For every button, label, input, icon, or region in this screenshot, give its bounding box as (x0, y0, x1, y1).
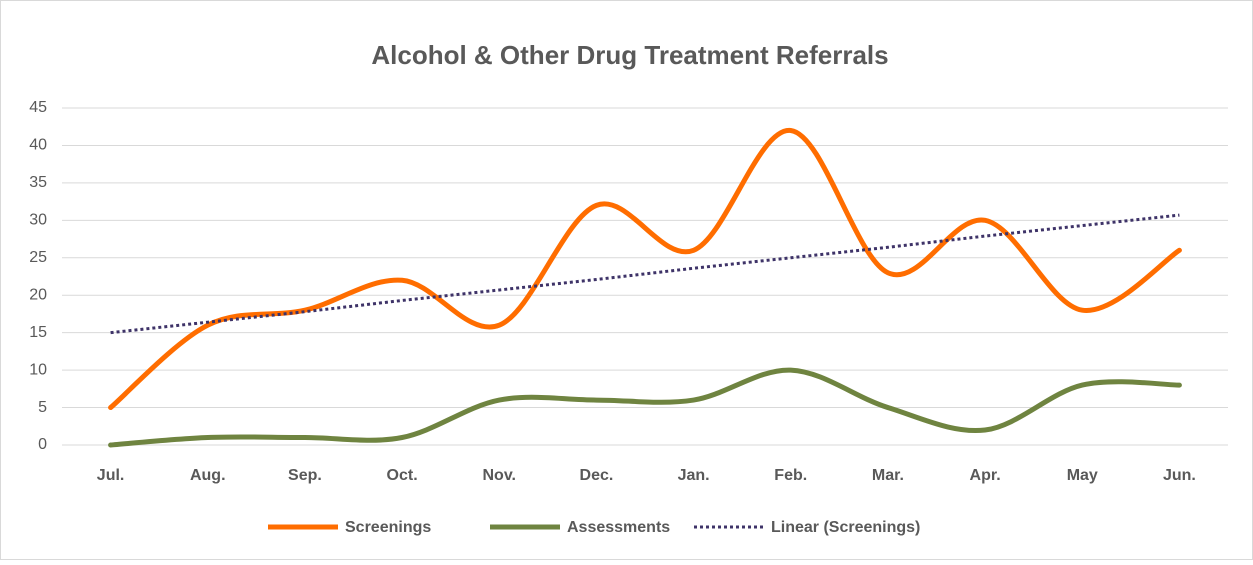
y-tick-label: 30 (29, 212, 47, 229)
y-tick-label: 35 (29, 174, 47, 191)
x-tick-label: May (1067, 467, 1098, 484)
x-tick-label: Dec. (580, 467, 614, 484)
x-tick-label: Apr. (970, 467, 1001, 484)
y-tick-label: 25 (29, 249, 47, 266)
y-tick-label: 45 (29, 99, 47, 116)
x-tick-label: Oct. (387, 467, 418, 484)
x-tick-label: Mar. (872, 467, 904, 484)
legend-label: Linear (Screenings) (771, 519, 920, 536)
legend-label: Screenings (345, 519, 431, 536)
x-tick-label: Aug. (190, 467, 226, 484)
y-tick-label: 5 (38, 399, 47, 416)
legend-label: Assessments (567, 519, 670, 536)
series-line (108, 367, 1182, 448)
y-tick-label: 20 (29, 286, 47, 303)
chart-title: Alcohol & Other Drug Treatment Referrals (371, 40, 888, 70)
y-tick-label: 40 (29, 137, 47, 154)
y-tick-label: 10 (29, 361, 47, 378)
y-tick-label: 15 (29, 324, 47, 341)
x-tick-label: Feb. (774, 467, 807, 484)
x-tick-label: Sep. (288, 467, 322, 484)
series-line (108, 127, 1182, 411)
x-tick-label: Nov. (483, 467, 516, 484)
x-tick-label: Jun. (1163, 467, 1196, 484)
x-tick-label: Jan. (678, 467, 710, 484)
series-line (110, 213, 1180, 335)
y-tick-label: 0 (38, 436, 47, 453)
x-tick-label: Jul. (97, 467, 125, 484)
